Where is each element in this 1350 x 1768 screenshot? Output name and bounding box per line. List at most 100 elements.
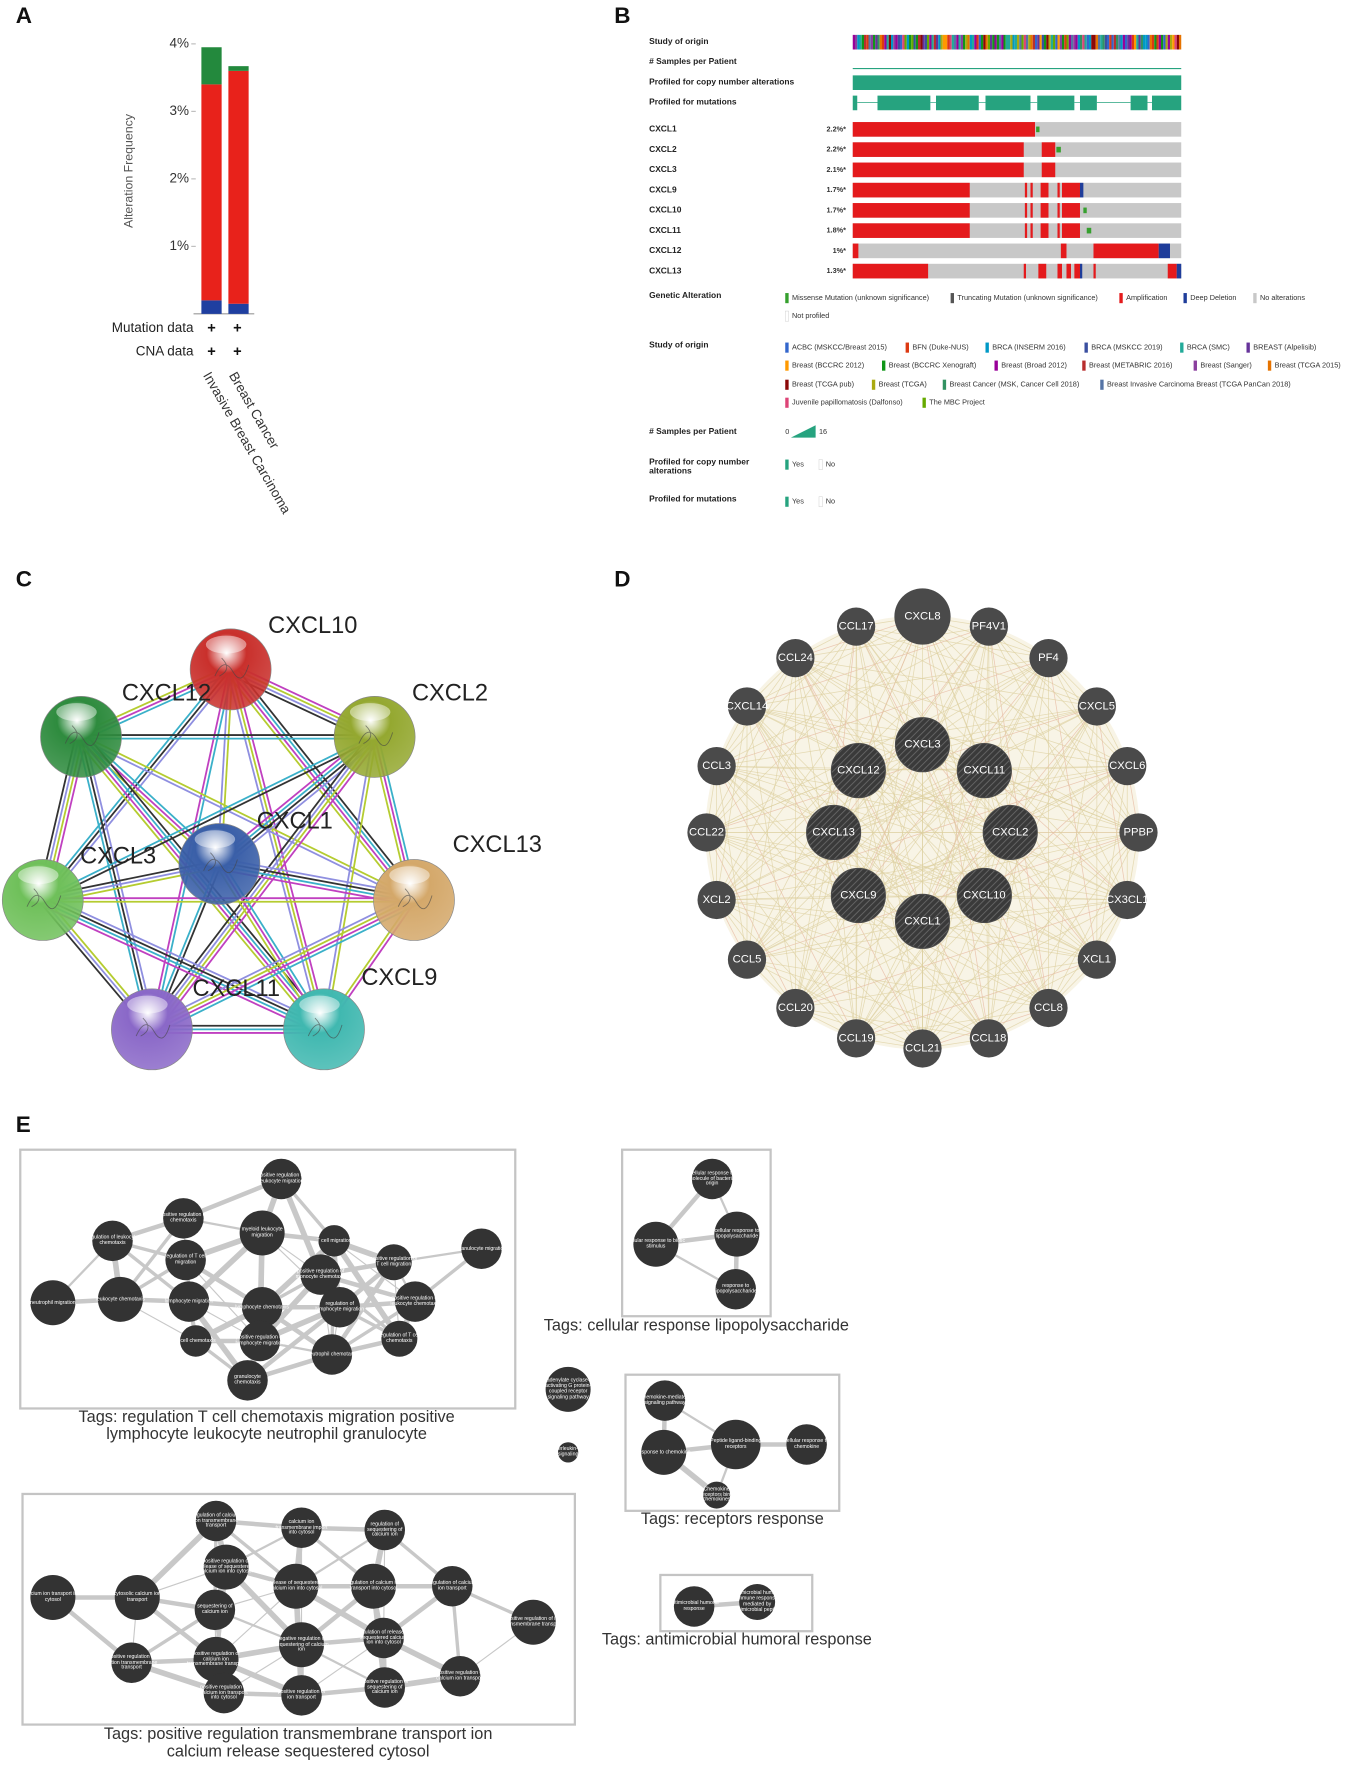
legend-text: 16	[819, 427, 827, 436]
track-label: CXCL1	[649, 124, 677, 134]
legend-swatch	[1119, 293, 1123, 304]
edge	[76, 737, 150, 1031]
edge	[706, 657, 796, 833]
node-label: CCL21	[905, 1042, 940, 1054]
legend-text: Not profiled	[792, 311, 829, 320]
node-label: CCL22	[689, 826, 724, 838]
edge	[225, 672, 411, 904]
edge	[716, 626, 990, 767]
edge	[226, 670, 322, 1031]
study-stripe	[908, 34, 912, 50]
edge	[795, 657, 985, 771]
study-stripe	[1127, 34, 1130, 50]
study-stripe	[969, 34, 972, 50]
edge	[746, 959, 1049, 1009]
node-label-box: adenylate cyclase-activating G protein-c…	[545, 1377, 591, 1399]
legend-text: Truncating Mutation (unknown significanc…	[957, 293, 1097, 302]
term-node	[194, 1589, 236, 1631]
node-label: positive regulation of release of seques…	[199, 1557, 253, 1575]
node-label: positive regulation of leukocyte migrati…	[257, 1172, 305, 1184]
study-stripe	[985, 34, 988, 50]
node-label-box: T cell chemotaxis	[176, 1337, 216, 1342]
alteration	[1176, 263, 1182, 279]
protein-structure	[26, 888, 62, 910]
study-stripe	[1167, 34, 1170, 50]
edge	[79, 737, 414, 903]
study-stripe	[998, 34, 1002, 50]
study-stripe	[1111, 34, 1114, 50]
node-label: positive regulation of chemotaxis	[159, 1211, 208, 1223]
protein-node	[189, 628, 272, 711]
protein-node	[1, 859, 84, 941]
study-stripe	[899, 34, 903, 50]
edge	[795, 626, 990, 1009]
edge	[1048, 657, 1139, 833]
edge	[855, 744, 923, 1039]
edge	[922, 616, 1098, 707]
legend-swatch	[785, 496, 789, 507]
edge	[234, 665, 419, 898]
query-node	[830, 867, 886, 924]
study-stripe	[1030, 34, 1033, 50]
legend-text: Deep Deletion	[1190, 293, 1236, 302]
alteration	[852, 142, 1024, 157]
term-node	[203, 1544, 249, 1590]
gene-node	[1077, 687, 1116, 726]
legend-swatch	[1183, 293, 1187, 304]
node-label-box: response to lipopolysaccharide	[714, 1283, 757, 1294]
row-cell: +	[233, 344, 242, 360]
legend-swatch	[1193, 360, 1197, 371]
study-stripe	[902, 34, 905, 50]
study-stripe	[960, 34, 963, 50]
term-node	[97, 1276, 143, 1322]
edge	[81, 734, 416, 900]
study-stripe	[857, 34, 860, 50]
node-label-box: calcium ion transmembrane import into cy…	[276, 1519, 328, 1535]
study-stripe	[929, 34, 932, 50]
node-label: CXCL9	[840, 889, 876, 901]
edge	[716, 706, 748, 901]
legend-swatch	[950, 293, 954, 304]
panel-label: B	[614, 3, 630, 28]
track-label: Profiled for copy number alterations	[649, 76, 794, 86]
query-node	[956, 743, 1012, 799]
legend-swatch	[785, 459, 789, 470]
term-node	[739, 1583, 776, 1620]
node-label: antimicrobial humoral immune response me…	[732, 1590, 782, 1612]
term-node	[364, 1667, 406, 1708]
legend-swatch	[785, 360, 789, 371]
edge	[858, 706, 1097, 771]
edge	[984, 770, 1128, 901]
study-stripe	[1176, 34, 1179, 50]
node-label: CXCL3	[904, 739, 940, 751]
node-label-box: release of sequestered calcium ion into …	[269, 1580, 322, 1591]
node-label: positive regulation of cation transmembr…	[105, 1653, 158, 1670]
edge	[706, 657, 1049, 833]
study-stripe	[1163, 34, 1166, 50]
cluster-box	[659, 1573, 814, 1633]
study-stripe	[1095, 34, 1098, 50]
term-node	[633, 1221, 679, 1267]
legend-swatch	[985, 342, 989, 353]
legend-text: Breast (Sanger)	[1200, 361, 1252, 370]
study-stripe	[1048, 34, 1051, 50]
node-label: chemokine-mediated signaling pathway	[640, 1394, 689, 1406]
sphere-shine	[194, 830, 236, 849]
y-tick-label: 4%	[170, 35, 189, 50]
term-node	[239, 1210, 285, 1256]
study-stripe	[1046, 34, 1049, 50]
protein-node	[373, 859, 455, 941]
term-node	[273, 1563, 319, 1609]
alteration	[1057, 203, 1060, 218]
study-stripe	[1068, 34, 1071, 50]
node-label-box: neutrophil migration	[30, 1299, 75, 1304]
study-stripe	[1151, 34, 1155, 50]
alteration	[852, 203, 970, 218]
study-stripe	[965, 34, 968, 50]
study-stripe	[931, 34, 934, 50]
node-label: positive regulation of monocyte chemotax…	[295, 1268, 346, 1280]
gene-frequency: 2.2%*	[827, 124, 847, 133]
node-label: T cell migration	[316, 1237, 352, 1243]
gene-node	[1108, 880, 1147, 920]
node-label-box: positive regulation of leukocyte chemota…	[390, 1295, 439, 1306]
